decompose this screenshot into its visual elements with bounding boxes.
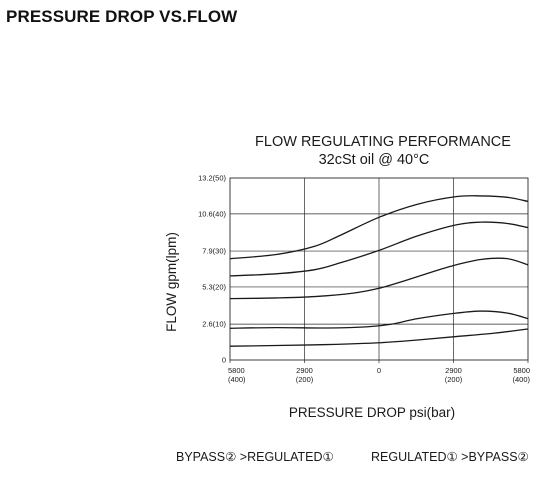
chart-subtitle: 32cSt oil @ 40°C [319,152,430,168]
grid [229,177,529,361]
legend-bypass-to-regulated: BYPASS② >REGULATED① [176,450,334,464]
y-axis-label: FLOW gpm(lpm) [164,232,179,332]
series-lines [229,195,529,347]
x-tick-label: 2900 [445,366,462,375]
x-tick-label: 5800 [513,366,530,375]
x-tick-label-bar: (400) [228,375,246,384]
y-tick-label: 13.2(50) [198,174,226,183]
x-tick-label: 0 [377,366,381,375]
y-tick-label: 7.9(30) [202,247,226,256]
axes: 0 2.6(10) 5.3(20) 7.9(30) 10.6(40) 13.2(50) 58… [198,174,530,385]
series-line-4 [229,221,529,277]
series-line-2 [229,310,529,329]
x-tick-label-bar: (200) [445,375,463,384]
y-tick-label: 10.6(40) [198,209,226,218]
chart-title: FLOW REGULATING PERFORMANCE [255,134,511,150]
x-tick-label-bar: (400) [512,375,530,384]
x-tick-label: 2900 [296,366,313,375]
x-axis-label: PRESSURE DROP psi(bar) [289,405,455,420]
x-tick-label: 5800 [228,366,245,375]
y-tick-label: 0 [222,356,226,365]
series-line-5 [229,195,529,260]
x-tick-label-bar: (200) [296,375,314,384]
legend-regulated-to-bypass: REGULATED① >BYPASS② [371,450,529,464]
y-tick-label: 5.3(20) [202,282,226,291]
page-heading: PRESSURE DROP VS.FLOW [6,7,238,26]
series-line-1 [229,328,529,347]
series-line-3 [229,257,529,300]
y-tick-label: 2.6(10) [202,320,226,329]
